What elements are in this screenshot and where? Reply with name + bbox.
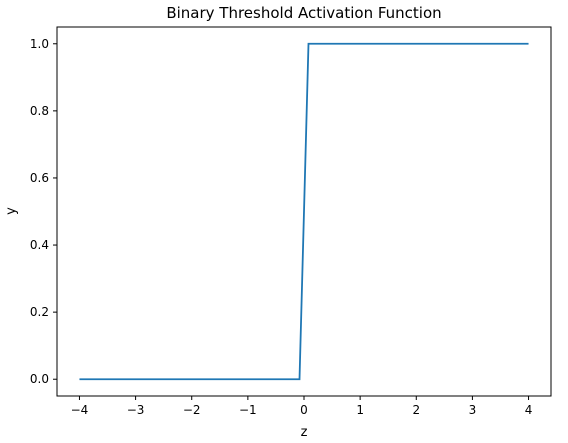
y-tick-label: 0.2 [30,305,49,319]
y-tick-label: 0.0 [30,372,49,386]
x-tick-label: 2 [412,403,420,417]
y-tick-label: 0.4 [30,238,49,252]
x-tick-label: 0 [300,403,308,417]
y-axis: 0.0 0.2 0.4 0.6 0.8 1.0 [30,37,57,386]
x-tick-label: 4 [525,403,533,417]
series-line [79,42,529,381]
x-tick-label: 3 [469,403,477,417]
y-tick-label: 0.8 [30,104,49,118]
x-tick-label: −4 [71,403,89,417]
x-axis: −4 −3 −2 −1 0 1 2 3 4 [71,396,533,417]
chart-title: Binary Threshold Activation Function [166,4,441,22]
y-tick-label: 1.0 [30,37,49,51]
y-tick-label: 0.6 [30,171,49,185]
y-axis-label: y [4,207,19,215]
x-axis-label: z [301,425,308,440]
series-layer [79,42,529,381]
x-tick-label: −1 [239,403,257,417]
x-tick-label: −2 [183,403,201,417]
x-tick-label: −3 [127,403,145,417]
x-tick-label: 1 [356,403,364,417]
